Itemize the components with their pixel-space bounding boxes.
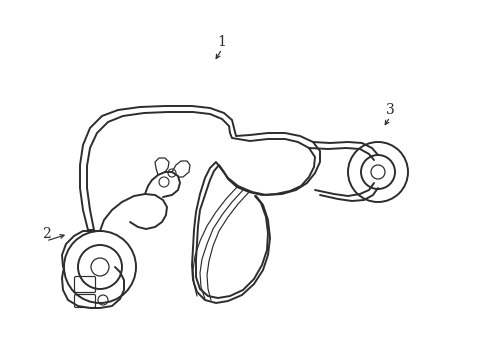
Text: 2: 2 [41, 227, 50, 241]
Text: 1: 1 [217, 35, 226, 49]
Text: 3: 3 [385, 103, 393, 117]
